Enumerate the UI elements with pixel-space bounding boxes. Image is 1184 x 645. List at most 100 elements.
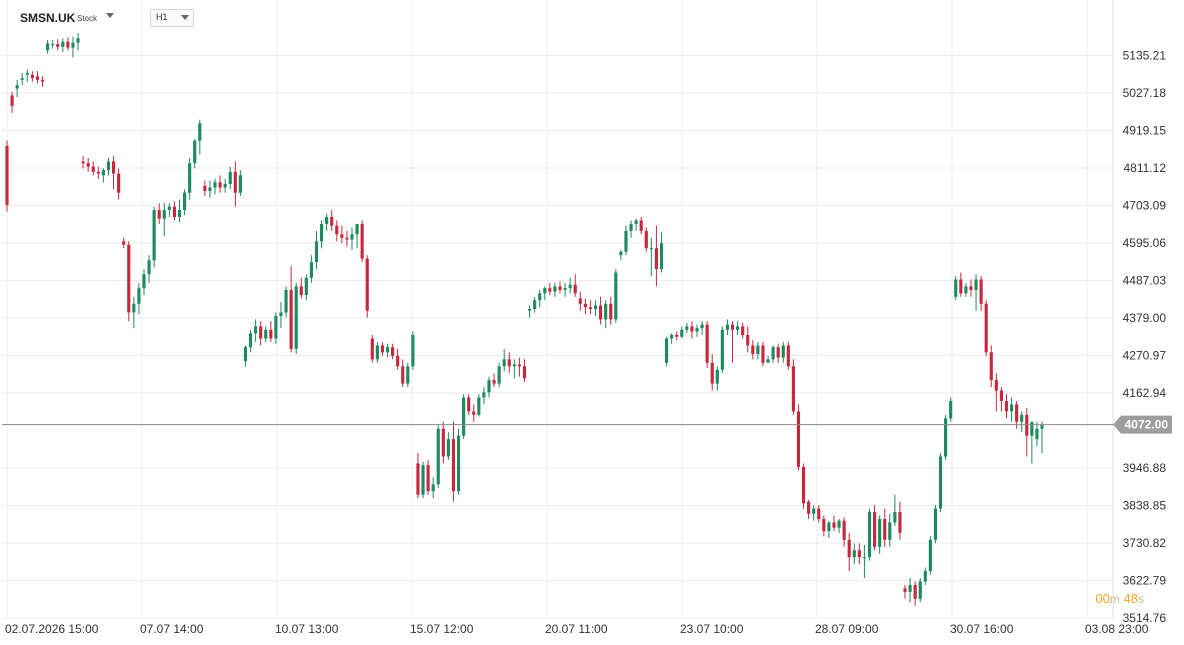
- candle-body: [964, 286, 968, 294]
- candle-body: [340, 234, 344, 238]
- candle-body: [259, 326, 263, 339]
- candle-body: [862, 557, 866, 559]
- timeframe-select[interactable]: H1: [150, 9, 194, 27]
- candle-body: [659, 243, 664, 270]
- x-tick-label: 03.08 23:00: [1085, 622, 1149, 636]
- candle-body: [690, 326, 694, 332]
- chart-header: SMSN.UK Stock H1: [0, 0, 700, 32]
- candle-body: [715, 369, 719, 384]
- candle-body: [142, 274, 146, 289]
- candle-body: [746, 335, 750, 346]
- candle-body: [903, 588, 907, 592]
- candle-body: [289, 289, 293, 349]
- candle-body: [117, 173, 121, 193]
- candle-body: [477, 397, 481, 415]
- candle-body: [314, 241, 319, 263]
- candle-body: [685, 326, 689, 330]
- x-tick-label: 02.07.2026 15:00: [5, 622, 99, 636]
- candle-body: [391, 347, 395, 356]
- x-tick-label: 28.07 09:00: [815, 622, 879, 636]
- candle-body: [796, 411, 801, 467]
- candle-body: [634, 220, 638, 224]
- y-tick-label: 3946.88: [1123, 461, 1167, 475]
- candle-body: [111, 161, 116, 174]
- candle-body: [619, 251, 623, 256]
- candle-body: [248, 333, 253, 348]
- candle-body: [528, 308, 532, 311]
- symbol-dropdown-chevron-down-icon[interactable]: [106, 13, 114, 18]
- candle-body: [867, 512, 872, 558]
- candle-body: [330, 216, 334, 226]
- candle-body: [132, 303, 136, 313]
- candle-body: [522, 366, 527, 379]
- candle-body: [928, 539, 932, 572]
- candle-body: [644, 230, 648, 249]
- candle-body: [573, 284, 577, 294]
- y-tick-label: 4811.12: [1124, 161, 1167, 175]
- candle-body: [406, 366, 410, 384]
- candle-body: [766, 359, 770, 363]
- candle-body: [624, 230, 628, 252]
- candle-body: [553, 286, 557, 292]
- candle-body: [467, 397, 471, 412]
- candle-body: [56, 44, 60, 47]
- candle-body: [568, 284, 572, 289]
- candle-body: [1009, 404, 1014, 412]
- candle-body: [193, 140, 197, 164]
- candle-body: [243, 347, 248, 362]
- candle-body: [122, 241, 126, 245]
- candle-body: [462, 397, 466, 436]
- candle-body: [441, 428, 445, 457]
- timeframe-chevron-down-icon: [181, 15, 189, 20]
- candle-body: [157, 210, 161, 219]
- candle-body: [106, 161, 111, 171]
- candle-body: [319, 223, 324, 242]
- candle-body: [279, 312, 283, 316]
- candle-body: [761, 345, 765, 363]
- candle-body: [15, 85, 19, 89]
- candle-body: [898, 512, 902, 533]
- candle-body: [228, 171, 232, 185]
- candle-body: [533, 300, 537, 309]
- candle-body: [203, 185, 207, 191]
- candle-body: [639, 220, 643, 231]
- y-tick-label: 3514.76: [1123, 611, 1167, 625]
- candle-body: [949, 400, 953, 419]
- candle-body: [152, 210, 156, 261]
- candle-body: [1025, 414, 1029, 436]
- candle-body: [385, 347, 390, 353]
- candle-body: [705, 324, 709, 363]
- candle-body: [218, 182, 222, 188]
- candle-body: [604, 303, 608, 320]
- candle-body: [908, 584, 912, 592]
- x-tick-label: 23.07 10:00: [680, 622, 744, 636]
- candle-body: [837, 520, 841, 528]
- y-tick-label: 4595.06: [1123, 236, 1167, 250]
- timer-seconds: 48: [1123, 591, 1138, 606]
- candle-body: [751, 345, 755, 355]
- candle-body: [543, 288, 547, 294]
- symbol-label[interactable]: SMSN.UK: [20, 11, 76, 25]
- candle-body: [817, 508, 821, 519]
- candle-body: [264, 329, 268, 339]
- candle-body: [51, 44, 55, 46]
- candle-body: [507, 359, 511, 367]
- candle-body: [502, 359, 506, 367]
- candle-body: [771, 347, 775, 360]
- timer-minutes: 00: [1095, 591, 1110, 606]
- candle-body: [71, 42, 75, 48]
- candle-body: [396, 355, 400, 367]
- candle-body: [913, 584, 917, 599]
- candle-body: [781, 345, 785, 358]
- candle-body: [918, 581, 922, 599]
- candle-body: [66, 41, 70, 48]
- candle-body: [664, 338, 669, 363]
- candle-body: [183, 192, 187, 211]
- y-tick-label: 4162.94: [1123, 386, 1167, 400]
- candle-body: [416, 463, 420, 495]
- candle-body: [842, 520, 846, 540]
- candle-body: [954, 279, 958, 297]
- candle-body: [1020, 414, 1024, 422]
- candle-body: [198, 123, 202, 141]
